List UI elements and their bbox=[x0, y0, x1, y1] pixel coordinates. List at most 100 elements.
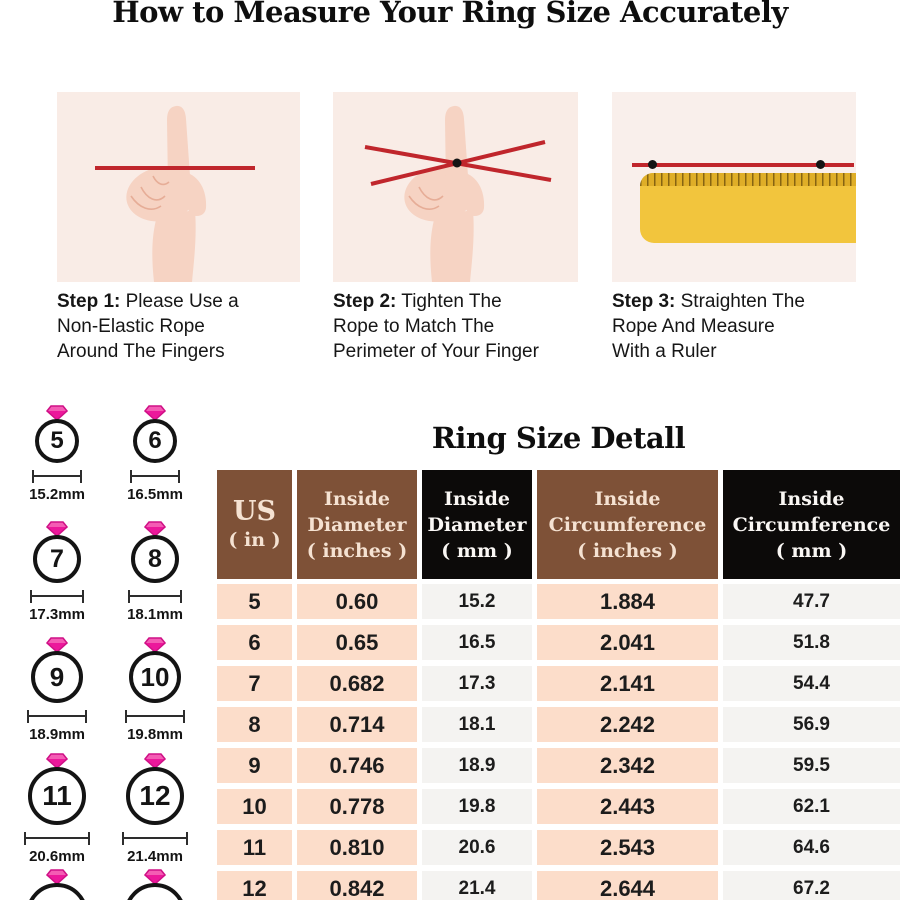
ring-size-number: 10 bbox=[129, 651, 181, 703]
diameter-bracket-icon bbox=[27, 710, 87, 723]
table-header-cell: Inside Circumference ( mm ) bbox=[723, 470, 900, 579]
ring-size-number bbox=[26, 883, 88, 900]
diameter-bracket-icon bbox=[125, 710, 185, 723]
table-title: Ring Size Detall bbox=[431, 421, 686, 455]
cell-us-size: 7 bbox=[217, 666, 292, 701]
cell-diameter-inches: 0.842 bbox=[297, 871, 417, 900]
diameter-bracket-icon bbox=[30, 590, 84, 603]
cell-us-size: 9 bbox=[217, 748, 292, 783]
table-header-cell: Inside Circumference ( inches ) bbox=[537, 470, 718, 579]
cell-circumference-inches: 1.884 bbox=[537, 584, 718, 619]
cell-diameter-mm: 18.9 bbox=[422, 748, 532, 783]
step1-panel bbox=[57, 92, 300, 282]
ring-gauge-grid: 5 15.2mm 6 16.5mm 7 17.3mm bbox=[8, 405, 204, 900]
diamond-icon bbox=[46, 521, 68, 537]
step3-panel bbox=[612, 92, 856, 282]
table-row: 7 0.682 17.3 2.141 54.4 bbox=[217, 666, 900, 701]
cell-us-size: 6 bbox=[217, 625, 292, 660]
cell-diameter-mm: 21.4 bbox=[422, 871, 532, 900]
cell-diameter-inches: 0.60 bbox=[297, 584, 417, 619]
diameter-bracket-icon bbox=[130, 470, 180, 483]
table-header-cell: Inside Diameter ( inches ) bbox=[297, 470, 417, 579]
ring-gauge: 7 17.3mm bbox=[8, 521, 106, 637]
ruler-ticks bbox=[640, 173, 856, 186]
step2-caption: Step 2: Tighten The Rope to Match The Pe… bbox=[333, 291, 539, 362]
table-header-row: US ( in ) Inside Diameter ( inches ) Ins… bbox=[217, 470, 900, 579]
cell-circumference-mm: 47.7 bbox=[723, 584, 900, 619]
ring-size-number bbox=[124, 883, 186, 900]
ring-size-number: 7 bbox=[33, 535, 81, 583]
table-row: 12 0.842 21.4 2.644 67.2 bbox=[217, 871, 900, 900]
table-header-cell: US ( in ) bbox=[217, 470, 292, 579]
table-body: 5 0.60 15.2 1.884 47.7 6 0.65 16.5 2.041… bbox=[217, 584, 900, 900]
step1-caption: Step 1: Please Use a Non-Elastic Rope Ar… bbox=[57, 291, 239, 362]
ring-size-number: 9 bbox=[31, 651, 83, 703]
ring-size-number: 6 bbox=[133, 419, 177, 463]
cell-diameter-inches: 0.778 bbox=[297, 789, 417, 824]
ring-gauge: 11 20.6mm bbox=[8, 753, 106, 869]
cell-diameter-inches: 0.714 bbox=[297, 707, 417, 742]
rope-line-icon bbox=[95, 166, 255, 170]
cell-diameter-inches: 0.65 bbox=[297, 625, 417, 660]
step3-caption: Step 3: Straighten The Rope And Measure … bbox=[612, 291, 805, 362]
diamond-icon bbox=[144, 869, 166, 885]
diameter-bracket-icon bbox=[32, 470, 82, 483]
cell-circumference-inches: 2.644 bbox=[537, 871, 718, 900]
ruler-numbers bbox=[640, 186, 856, 187]
diameter-bracket-icon bbox=[128, 590, 182, 603]
ring-gauge: 10 19.8mm bbox=[106, 637, 204, 753]
cell-diameter-mm: 16.5 bbox=[422, 625, 532, 660]
ring-size-number: 11 bbox=[28, 767, 86, 825]
page-title: How to Measure Your Ring Size Accurately bbox=[112, 0, 788, 29]
rope-end-dot-icon bbox=[816, 160, 825, 169]
ring-diameter-label: 21.4mm bbox=[127, 848, 183, 865]
ruler-icon bbox=[640, 173, 856, 243]
ring-gauge: 5 15.2mm bbox=[8, 405, 106, 521]
cell-us-size: 5 bbox=[217, 584, 292, 619]
cell-diameter-mm: 18.1 bbox=[422, 707, 532, 742]
rope-line-icon bbox=[632, 163, 854, 167]
cell-circumference-mm: 67.2 bbox=[723, 871, 900, 900]
ring-size-number: 12 bbox=[126, 767, 184, 825]
diamond-icon bbox=[46, 637, 68, 653]
ring-diameter-label: 19.8mm bbox=[127, 726, 183, 743]
hand-with-rope-icon bbox=[364, 105, 552, 282]
diamond-icon bbox=[144, 637, 166, 653]
cell-diameter-mm: 15.2 bbox=[422, 584, 532, 619]
table-row: 6 0.65 16.5 2.041 51.8 bbox=[217, 625, 900, 660]
ring-gauge bbox=[8, 869, 106, 900]
ring-gauge: 12 21.4mm bbox=[106, 753, 204, 869]
ring-diameter-label: 16.5mm bbox=[127, 486, 183, 503]
cell-diameter-inches: 0.682 bbox=[297, 666, 417, 701]
cell-us-size: 11 bbox=[217, 830, 292, 865]
cell-circumference-mm: 56.9 bbox=[723, 707, 900, 742]
cell-circumference-inches: 2.041 bbox=[537, 625, 718, 660]
hand-pointing-icon bbox=[95, 105, 255, 282]
cell-circumference-inches: 2.543 bbox=[537, 830, 718, 865]
cell-diameter-mm: 19.8 bbox=[422, 789, 532, 824]
cell-diameter-inches: 0.746 bbox=[297, 748, 417, 783]
cell-circumference-mm: 51.8 bbox=[723, 625, 900, 660]
diamond-icon bbox=[46, 405, 68, 421]
ring-diameter-label: 18.9mm bbox=[29, 726, 85, 743]
cell-circumference-mm: 59.5 bbox=[723, 748, 900, 783]
ring-size-number: 8 bbox=[131, 535, 179, 583]
diamond-icon bbox=[46, 869, 68, 885]
ring-size-number: 5 bbox=[35, 419, 79, 463]
cell-diameter-mm: 17.3 bbox=[422, 666, 532, 701]
table-row: 11 0.810 20.6 2.543 64.6 bbox=[217, 830, 900, 865]
table-header-cell: Inside Diameter ( mm ) bbox=[422, 470, 532, 579]
cell-circumference-inches: 2.242 bbox=[537, 707, 718, 742]
cell-us-size: 10 bbox=[217, 789, 292, 824]
diameter-bracket-icon bbox=[122, 832, 188, 845]
ring-diameter-label: 18.1mm bbox=[127, 606, 183, 623]
diamond-icon bbox=[144, 753, 166, 769]
ring-diameter-label: 15.2mm bbox=[29, 486, 85, 503]
diamond-icon bbox=[46, 753, 68, 769]
diamond-icon bbox=[144, 405, 166, 421]
ring-gauge: 6 16.5mm bbox=[106, 405, 204, 521]
cell-circumference-mm: 64.6 bbox=[723, 830, 900, 865]
rope-end-dot-icon bbox=[648, 160, 657, 169]
ring-diameter-label: 20.6mm bbox=[29, 848, 85, 865]
